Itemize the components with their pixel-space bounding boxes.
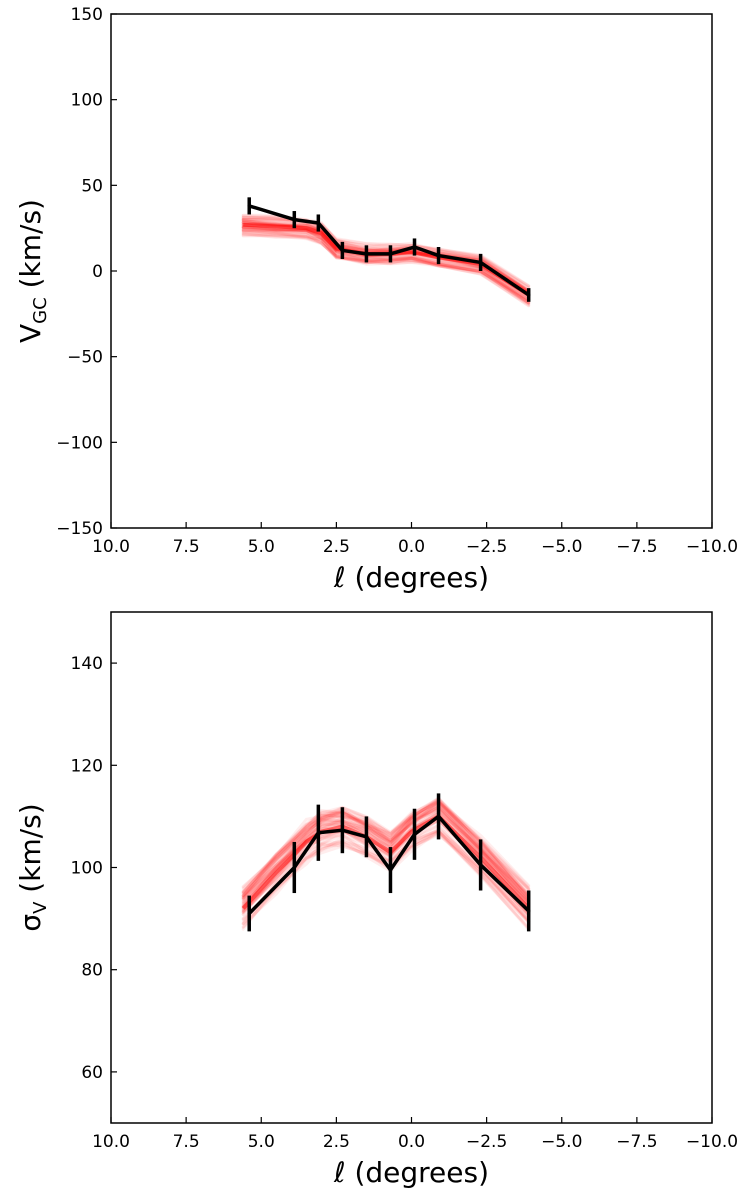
series-line [247,814,530,915]
model-realization [241,232,531,305]
x-tick-label: −2.5 [466,537,507,557]
data-series [247,793,531,932]
x-tick-label: 2.5 [323,1132,350,1152]
data-point [526,293,531,297]
y-tick-label: −50 [67,348,103,368]
x-tick-label: 10.0 [92,1132,130,1152]
dispersion-panel: 10.0 7.5 5.0 2.5 0.0 −2.5 −5.0 −7.5 −10.0 60 80 100… [14,611,738,1189]
data-point [292,217,297,222]
data-point [316,221,321,225]
x-axis-symbol: ℓ [333,1156,346,1189]
x-tick-label: 5.0 [248,537,275,557]
model-realization [241,232,531,307]
y-axis-unit: (km/s) [14,199,47,297]
x-axis-label: ℓ (degrees) [333,1156,489,1189]
x-tick-label: 10.0 [92,537,130,557]
y-axis-unit: (km/s) [14,803,47,901]
data-point [316,830,321,835]
data-point [340,828,345,832]
x-axis-label: ℓ (degrees) [333,561,489,594]
y-tick-label: −150 [56,519,103,539]
data-series [247,197,531,302]
axes-frame [110,611,713,1124]
y-tick-label: 140 [71,654,103,674]
y-tick-label: 50 [81,176,103,196]
data-point [364,252,369,256]
data-point [478,260,483,265]
x-axis-unit: (degrees) [346,561,489,594]
x-tick-label: −5.0 [541,537,582,557]
data-point [412,245,417,249]
x-tick-label: 7.5 [173,1132,200,1152]
y-tick-label: 150 [71,5,103,25]
data-point [247,204,252,208]
x-axis-unit: (degrees) [346,1156,489,1189]
y-axis-subscript: GC [30,297,51,324]
y-axis-subscript: V [30,901,51,914]
data-point [388,868,393,872]
y-tick-label: 120 [71,756,103,776]
x-tick-label: −7.5 [616,1132,657,1152]
y-axis-label: σV (km/s) [14,803,51,931]
velocity-panel: 10.0 7.5 5.0 2.5 0.0 −2.5 −5.0 −7.5 −10.0 −150 −10… [14,5,738,594]
x-tick-label: 7.5 [173,537,200,557]
data-point [340,248,345,253]
data-point [412,832,417,837]
x-tick-label: −2.5 [466,1132,507,1152]
data-point [436,253,441,258]
model-band [241,213,531,308]
y-tick-label: 60 [81,1063,103,1083]
y-axis-label: VGC (km/s) [14,199,51,343]
x-tick-label: 0.0 [398,1132,425,1152]
data-point [526,909,531,913]
x-axis-symbol: ℓ [333,561,346,594]
x-tick-label: −7.5 [616,537,657,557]
data-point [364,835,369,839]
x-tick-label: 2.5 [323,537,350,557]
y-tick-label: 0 [92,262,103,282]
data-point [478,863,483,867]
x-tick-label: −10.0 [686,537,738,557]
y-tick-label: 100 [71,859,103,879]
x-tick-label: −10.0 [686,1132,738,1152]
series-line [248,204,530,297]
model-realization [241,230,531,302]
x-tick-label: 0.0 [398,537,425,557]
x-tick-label: −5.0 [541,1132,582,1152]
data-point [388,252,393,256]
y-tick-label: 100 [71,91,103,111]
y-axis-symbol: V [14,324,47,343]
y-axis-symbol: σ [14,914,47,932]
data-point [436,814,441,819]
data-point [292,865,297,870]
data-point [247,911,252,916]
x-tick-label: 5.0 [248,1132,275,1152]
y-tick-label: 80 [81,961,103,981]
model-realization [241,229,531,306]
y-tick-label: −100 [56,433,103,453]
axes-frame [110,13,713,529]
